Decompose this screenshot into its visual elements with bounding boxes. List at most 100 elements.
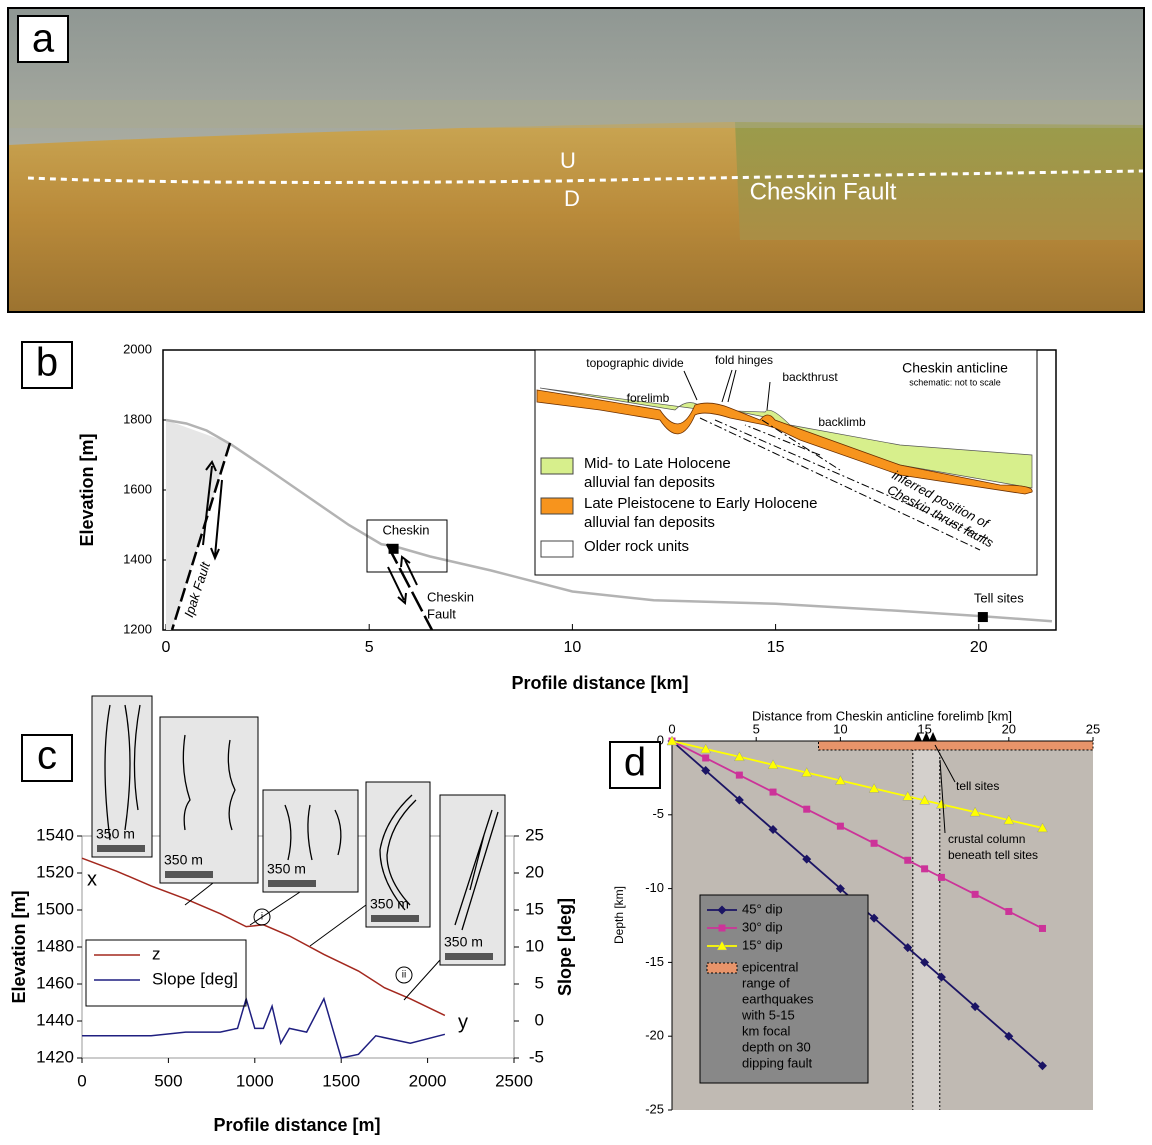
annotation: beneath tell sites	[948, 848, 1038, 862]
legend-label: Older rock units	[584, 538, 689, 555]
legend-label: Slope [deg]	[152, 969, 238, 988]
channel-sketch	[379, 794, 417, 911]
y2-tick-label: 25	[525, 825, 544, 844]
legend-label: alluvial fan deposits	[584, 474, 715, 491]
site-circle	[253, 908, 271, 926]
scale-label: 350 m	[164, 852, 203, 868]
panel-label: a	[32, 17, 55, 61]
x-tick-label: 0	[668, 721, 675, 736]
annotation: crustal column	[948, 832, 1025, 846]
point	[702, 754, 710, 762]
legend-swatch	[540, 540, 574, 558]
tell-column	[912, 741, 940, 1110]
panel-label: b	[36, 341, 58, 385]
scale-bar	[268, 880, 316, 887]
scale-bar	[165, 871, 213, 878]
scale-label: 350 m	[370, 896, 409, 912]
y-axis-title: Depth [km]	[612, 886, 626, 944]
ipak-wedge	[166, 420, 230, 630]
x-tick-label: 5	[753, 721, 760, 736]
x-tick-label: 1000	[236, 1071, 274, 1090]
point	[836, 822, 844, 830]
x-tick-label: 15	[917, 721, 931, 736]
inset-label: backlimb	[818, 415, 866, 429]
legend-label: 45° dip	[742, 901, 783, 916]
site-marker	[388, 543, 399, 554]
point	[919, 794, 931, 805]
point	[970, 1002, 980, 1012]
epicentral-range	[818, 740, 1094, 751]
tell-marker	[929, 732, 938, 741]
legend-label: Late Pleistocene to Early Holocene	[584, 495, 817, 512]
legend-label: range of	[742, 975, 790, 990]
thrust-lines	[699, 417, 991, 551]
legend-label: z	[152, 944, 161, 963]
inset-label: topographic divide	[586, 356, 684, 370]
sketch-box	[91, 695, 153, 858]
inset-title: Cheskin anticline	[902, 360, 1008, 376]
point	[868, 783, 880, 793]
legend-label: Mid- to Late Holocene	[584, 455, 731, 472]
x-tick-label: 500	[154, 1071, 182, 1090]
y-tick-label: -25	[645, 1101, 664, 1116]
legend-label: 30° dip	[742, 919, 783, 934]
x-tick-label: 15	[767, 639, 785, 656]
legend-frame	[85, 939, 247, 1007]
site-number: ii	[402, 970, 406, 981]
site-label: Tell sites	[974, 590, 1024, 605]
pointer-lines	[934, 744, 956, 834]
y-tick-label: 1540	[36, 825, 74, 844]
panel-label-box	[21, 734, 73, 782]
legend-frame	[699, 894, 869, 1084]
panel-label: c	[37, 734, 57, 778]
chart-title: Distance from Cheskin anticline forelimb…	[752, 708, 1012, 723]
legend-label: alluvial fan deposits	[584, 514, 715, 531]
site-circle	[395, 966, 413, 984]
scale-label: 350 m	[444, 934, 483, 950]
point	[803, 805, 811, 813]
sketch-box	[262, 789, 359, 893]
y-tick-label: 0	[657, 732, 664, 747]
tell-marker	[913, 732, 922, 741]
green-layer	[539, 387, 1033, 489]
panel-label-box	[609, 741, 661, 789]
site-marker	[977, 612, 988, 623]
legend-label: earthquakes	[742, 991, 814, 1006]
channel-sketch	[104, 704, 141, 841]
y-tick-label: 1600	[123, 481, 152, 496]
sketch-box	[365, 781, 431, 928]
inset-label: backthrust	[782, 370, 838, 384]
x-axis-title: Profile distance [m]	[213, 1115, 380, 1135]
point	[937, 873, 945, 881]
site-label: Cheskin	[383, 522, 430, 537]
legend-swatch	[540, 457, 574, 475]
pointer-lines	[683, 369, 771, 411]
x-tick-label: 0	[77, 1071, 86, 1090]
y-tick-label: 1400	[123, 551, 152, 566]
y2-tick-label: 15	[525, 899, 544, 918]
cheskin-fault	[385, 543, 434, 631]
legend-marker	[716, 940, 728, 951]
point	[769, 788, 777, 796]
scale-label: 350 m	[96, 826, 135, 842]
point	[733, 751, 745, 762]
legend-label: km focal	[742, 1023, 791, 1038]
legend-label: depth on 30	[742, 1039, 811, 1054]
fault-arrow	[202, 460, 223, 561]
x-tick-label: 10	[563, 639, 581, 656]
point	[1038, 924, 1046, 932]
legend-swatch	[540, 497, 574, 515]
y-tick-label: -20	[645, 1028, 664, 1043]
y-tick-label: -10	[645, 880, 664, 895]
inset-label: forelimb	[627, 391, 670, 405]
scale-label: 350 m	[267, 861, 306, 877]
inset-label: fold hinges	[715, 353, 773, 367]
x-tick-label: 20	[1002, 721, 1016, 736]
point	[1005, 907, 1013, 915]
channel-sketch	[284, 804, 342, 861]
point	[1037, 1061, 1047, 1071]
point	[735, 771, 743, 779]
channel-sketch	[454, 809, 499, 931]
point	[903, 943, 913, 953]
scale-bar	[371, 915, 419, 922]
